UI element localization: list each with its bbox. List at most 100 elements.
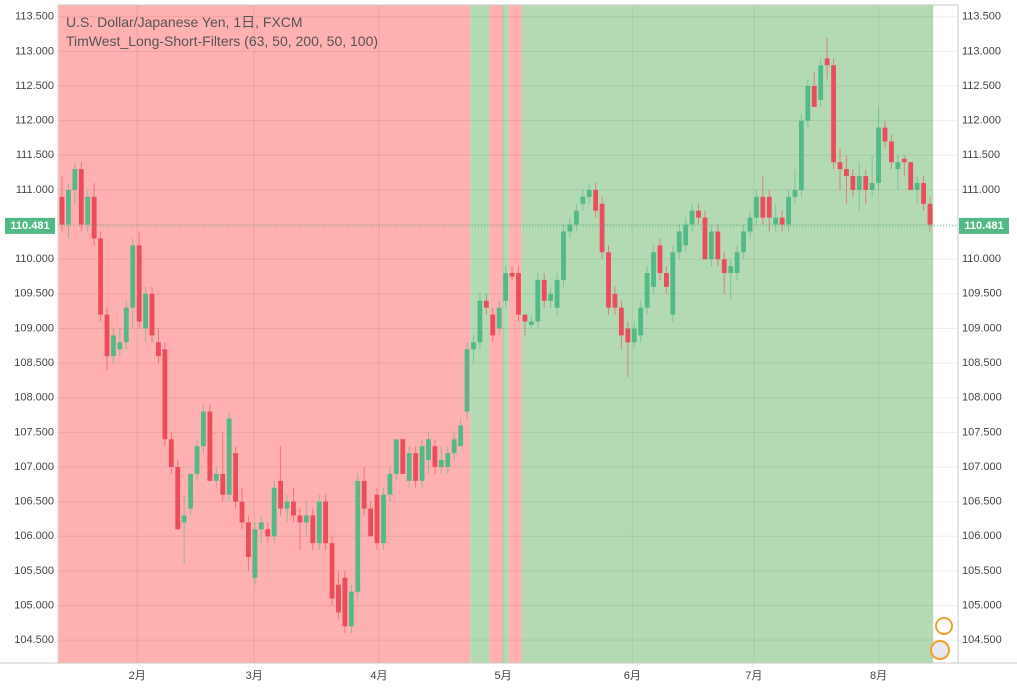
candle-body xyxy=(663,273,669,287)
flag-icon[interactable] xyxy=(930,640,950,660)
candle-body xyxy=(734,252,740,274)
y-tick-label: 111.500 xyxy=(16,149,54,161)
candle-body xyxy=(921,183,926,204)
candle-body xyxy=(766,196,772,218)
y-tick-label: 112.000 xyxy=(15,115,54,127)
candle-body xyxy=(541,279,547,301)
candle-body xyxy=(535,279,541,322)
candle-body xyxy=(792,189,798,197)
x-tick-label: 2月 xyxy=(129,670,146,682)
candle-body xyxy=(458,425,464,447)
candle-body xyxy=(927,203,933,225)
y-tick-label: 107.000 xyxy=(14,461,54,473)
candle-body xyxy=(844,169,849,177)
candle-body xyxy=(104,314,110,357)
axis-labels: 104.500 104.500 105.000 105.000 105.500 105.5… xyxy=(5,11,1009,682)
candle-body xyxy=(651,252,656,287)
candle-body xyxy=(760,196,766,218)
y-tick-label: 105.000 xyxy=(14,599,54,611)
x-tick-label: 8月 xyxy=(870,670,887,682)
filter-zone xyxy=(521,5,934,663)
candle-body xyxy=(895,162,901,170)
candle-body xyxy=(715,231,721,260)
candle-body xyxy=(445,453,451,467)
candle-body xyxy=(754,196,759,218)
candle-body xyxy=(303,515,309,523)
filter-zone xyxy=(489,5,503,663)
candle-body xyxy=(773,217,779,225)
candle-body xyxy=(336,584,341,613)
candle-body xyxy=(741,231,746,253)
y-tick-label-right: 110.000 xyxy=(962,253,1001,265)
candle-body xyxy=(220,473,226,495)
candle-body xyxy=(265,529,271,537)
candle-body xyxy=(387,473,393,495)
candle-body xyxy=(156,342,161,357)
candle-body xyxy=(284,501,290,509)
y-tick-label: 113.000 xyxy=(15,45,54,57)
candle-body xyxy=(676,231,682,253)
candle-body xyxy=(593,189,599,211)
y-tick-label: 106.000 xyxy=(14,530,54,542)
candle-body xyxy=(483,300,489,308)
candle-body xyxy=(786,196,791,225)
last-price-label: 110.481 xyxy=(10,220,49,232)
candle-body xyxy=(85,196,91,225)
zones xyxy=(58,5,934,663)
candle-body xyxy=(258,522,264,530)
candle-body xyxy=(747,217,753,232)
candle-body xyxy=(361,480,367,509)
candle-body xyxy=(406,453,412,481)
candle-body xyxy=(657,245,663,274)
candle-body xyxy=(400,439,406,474)
x-tick-label: 3月 xyxy=(246,670,263,682)
candle-body xyxy=(496,307,502,329)
candle-body xyxy=(188,473,193,509)
x-tick-label: 6月 xyxy=(624,670,641,682)
candle-body xyxy=(586,189,592,197)
candle-body xyxy=(863,176,869,190)
candle-body xyxy=(329,543,335,599)
candle-body xyxy=(348,591,354,627)
candle-body xyxy=(696,210,701,218)
candle-body xyxy=(914,183,920,190)
y-tick-label-right: 111.500 xyxy=(962,149,1000,161)
candle-body xyxy=(213,473,219,481)
candle-body xyxy=(78,169,84,225)
candle-body xyxy=(291,501,296,516)
candle-body xyxy=(342,577,348,627)
y-tick-label: 109.000 xyxy=(14,322,54,334)
candle-body xyxy=(856,176,862,190)
candle-body xyxy=(149,293,155,336)
candle-body xyxy=(72,169,78,190)
y-tick-label-right: 106.500 xyxy=(962,496,1002,508)
candle-body xyxy=(683,224,689,246)
indicator-title: TimWest_Long-Short-Filters (63, 50, 200,… xyxy=(66,33,378,49)
candle-body xyxy=(162,349,168,440)
y-tick-label: 106.500 xyxy=(14,496,54,508)
candle-body xyxy=(901,158,907,163)
candle-body xyxy=(181,515,187,523)
candle-body xyxy=(168,439,174,467)
y-tick-label: 105.500 xyxy=(14,565,54,577)
candle-body xyxy=(799,120,804,190)
y-tick-label: 110.000 xyxy=(15,253,54,265)
candles xyxy=(58,37,958,634)
candle-body xyxy=(98,238,103,315)
candle-body xyxy=(246,522,251,558)
y-tick-label-right: 109.000 xyxy=(962,322,1002,334)
filter-zone xyxy=(58,5,471,663)
candle-body xyxy=(310,515,316,544)
candle-body xyxy=(689,210,695,225)
chart-title: U.S. Dollar/Japanese Yen, 1日, FXCM xyxy=(66,14,303,30)
x-tick-label: 4月 xyxy=(370,670,387,682)
event-icon[interactable] xyxy=(935,617,953,635)
candle-body xyxy=(91,196,97,239)
candle-body xyxy=(374,494,380,544)
candle-body xyxy=(670,252,676,315)
y-tick-label-right: 107.000 xyxy=(962,461,1002,473)
candle-body xyxy=(882,127,888,142)
candle-body xyxy=(464,349,470,412)
candle-body xyxy=(516,273,521,315)
